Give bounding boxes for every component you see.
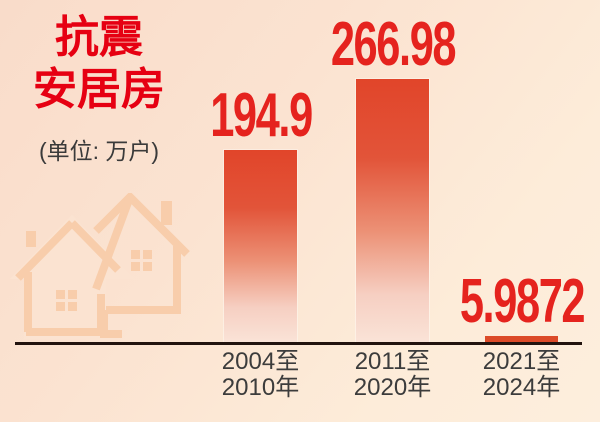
category-label-3: 2021至 2024年 bbox=[442, 349, 600, 401]
chart-title-line2: 安居房 bbox=[33, 65, 165, 114]
category-label-1-line2: 2010年 bbox=[221, 374, 300, 401]
bar-1 bbox=[224, 150, 297, 342]
category-label-2-line2: 2020年 bbox=[353, 374, 432, 401]
category-label-1: 2004至 2010年 bbox=[181, 349, 341, 401]
value-label-3: 5.9872 bbox=[459, 267, 585, 336]
unit-label: (单位: 万户) bbox=[38, 138, 160, 164]
x-axis-line bbox=[15, 342, 582, 345]
two-houses-watermark-icon bbox=[10, 193, 190, 339]
value-label-2: 266.98 bbox=[330, 10, 456, 79]
category-label-2: 2011至 2020年 bbox=[313, 349, 473, 401]
bar-2 bbox=[356, 79, 429, 342]
chart-title: 抗震 安居房 bbox=[0, 12, 198, 116]
category-label-2-line1: 2011至 bbox=[354, 348, 431, 375]
category-label-3-line1: 2021至 bbox=[482, 348, 561, 375]
chart-title-line1: 抗震 bbox=[55, 13, 143, 62]
bar-3 bbox=[485, 336, 558, 342]
value-label-1: 194.9 bbox=[209, 81, 313, 150]
category-label-1-line1: 2004至 bbox=[221, 348, 300, 375]
category-label-3-line2: 2024年 bbox=[482, 374, 561, 401]
